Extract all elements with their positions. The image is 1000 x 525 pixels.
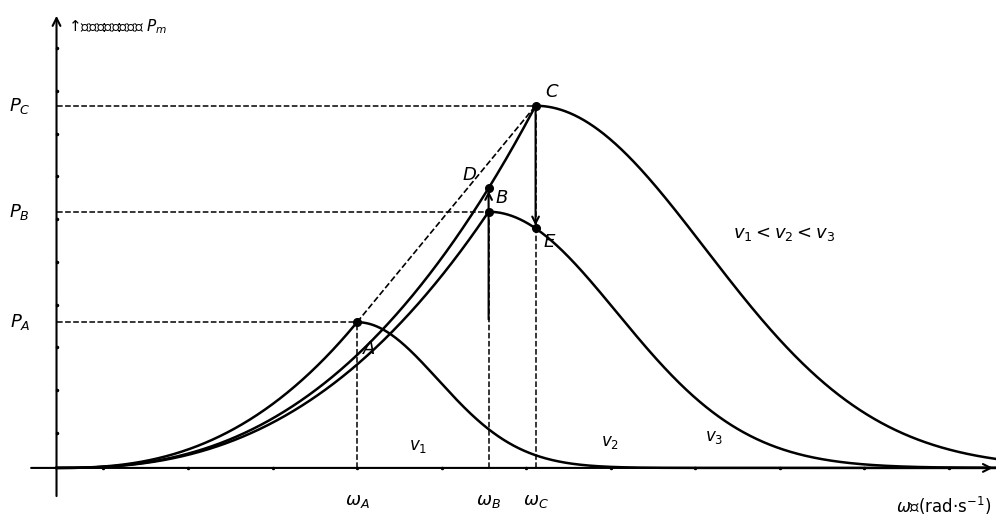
- Text: $\omega_C$: $\omega_C$: [523, 492, 548, 510]
- Text: $P_A$: $P_A$: [10, 312, 30, 332]
- Text: $P_C$: $P_C$: [9, 96, 30, 116]
- Text: $\omega_A$: $\omega_A$: [345, 492, 370, 510]
- Text: $v_1 < v_2 < v_3$: $v_1 < v_2 < v_3$: [733, 225, 835, 243]
- Text: $D$: $D$: [462, 166, 477, 184]
- Text: $v_3$: $v_3$: [705, 428, 723, 446]
- Text: $P_B$: $P_B$: [9, 202, 30, 222]
- Text: $C$: $C$: [545, 83, 559, 101]
- Text: $\omega$／(rad·s$^{-1}$): $\omega$／(rad·s$^{-1}$): [896, 495, 991, 518]
- Text: $v_1$: $v_1$: [409, 437, 427, 455]
- Text: ↑风机捕获机械功率 $P_m$: ↑风机捕获机械功率 $P_m$: [68, 17, 167, 36]
- Text: $v_2$: $v_2$: [601, 433, 619, 451]
- Text: $E$: $E$: [543, 233, 556, 251]
- Text: $A$: $A$: [362, 340, 376, 358]
- Text: $B$: $B$: [495, 190, 508, 207]
- Text: $\omega_B$: $\omega_B$: [476, 492, 501, 510]
